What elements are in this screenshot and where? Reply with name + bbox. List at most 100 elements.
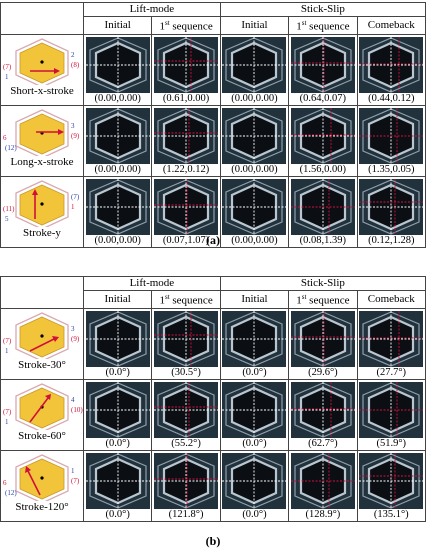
displacement-value: (55.2°)	[171, 437, 201, 449]
displacement-value: (1.22,0.12)	[162, 163, 210, 175]
caption-a: (a)	[206, 233, 220, 247]
micrograph-cell: (121.8°)	[151, 449, 221, 522]
displacement-value: (0.0°)	[242, 366, 267, 378]
initial-header: Initial	[82, 16, 153, 35]
displacement-value: (0.0°)	[242, 508, 267, 520]
initial-header: Initial	[219, 290, 290, 309]
micrograph-cell: (0.00,0.00)	[82, 33, 153, 106]
vertex-number: (7)	[71, 192, 80, 201]
micrograph-image	[85, 381, 150, 438]
stroke-diagram-cell: 6 (12) 1 (7) Stroke-120°	[0, 449, 84, 522]
micrograph-image	[85, 310, 150, 367]
micrograph-image	[222, 36, 287, 93]
vertex-number: (11)	[3, 204, 15, 213]
micrograph-image	[222, 381, 287, 438]
micrograph-cell: (51.9°)	[356, 378, 426, 451]
displacement-value: (0.00,0.00)	[94, 92, 141, 104]
panel-b: Lift-mode Stick-Slip Initial 1st sequenc…	[0, 276, 426, 522]
micrograph-cell: (135.1°)	[356, 449, 426, 522]
vertex-number: 1	[71, 202, 75, 211]
initial-header: Initial	[82, 290, 153, 309]
vertex-number: (8)	[71, 60, 80, 69]
micrograph-cell: (0.0°)	[219, 378, 290, 451]
micrograph-image	[154, 381, 219, 438]
vertex-number: (7)	[71, 476, 80, 485]
micrograph-cell: (0.08,1.39)	[288, 175, 358, 248]
hexagon-diagram: 6 (12) 3 (9)	[1, 106, 83, 159]
micrograph-cell: (0.00,0.00)	[82, 175, 153, 248]
micrograph-image	[154, 178, 219, 235]
hexagon-diagram: (7) 1 2 (8)	[1, 35, 83, 88]
caption-b: (b)	[205, 534, 221, 548]
micrograph-image	[359, 107, 424, 164]
vertex-number: 6	[3, 478, 7, 487]
displacement-value: (1.56,0.00)	[299, 163, 347, 175]
vertex-number: 6	[3, 133, 7, 142]
micrograph-cell: (0.64,0.07)	[288, 33, 358, 106]
micrograph-cell: (30.5°)	[151, 307, 221, 380]
hexagon-diagram: 6 (12) 1 (7)	[1, 451, 83, 504]
displacement-value: (0.12,1.28)	[368, 234, 415, 246]
micrograph-image	[222, 310, 287, 367]
vertex-number: 2	[71, 50, 75, 59]
vertex-number: (9)	[71, 131, 80, 140]
micrograph-image	[85, 36, 150, 93]
micrograph-cell: (0.0°)	[219, 449, 290, 522]
micrograph-cell: (0.0°)	[219, 307, 290, 380]
initial-header: Initial	[219, 16, 290, 35]
displacement-value: (0.0°)	[105, 508, 130, 520]
micrograph-image	[290, 178, 355, 235]
vertex-number: 1	[5, 346, 9, 355]
stick-slip-header: Stick-Slip	[219, 2, 426, 17]
displacement-value: (62.7°)	[308, 437, 338, 449]
displacement-value: (51.9°)	[376, 437, 407, 449]
first-sequence-header: 1st sequence	[288, 290, 358, 309]
micrograph-image	[359, 452, 424, 509]
displacement-value: (0.0°)	[105, 437, 130, 449]
lift-mode-header: Lift-mode	[83, 2, 221, 17]
displacement-value: (0.44,0.12)	[368, 92, 415, 104]
micrograph-cell: (0.0°)	[82, 449, 153, 522]
displacement-value: (0.07,1.07)	[162, 234, 210, 246]
micrograph-cell: (0.00,0.00)	[82, 104, 153, 177]
displacement-value: (0.00,0.00)	[94, 163, 141, 175]
table-row: 6 (12) 3 (9) Long-x-stroke (0.00,0.00) (1.22,0…	[0, 104, 426, 177]
panel-b-table: Lift-mode Stick-Slip Initial 1st sequenc…	[0, 276, 426, 522]
stroke-diagram-cell: 6 (12) 3 (9) Long-x-stroke	[0, 104, 84, 177]
hexagon-diagram: (11) 5 (7) 1	[1, 177, 83, 230]
comeback-header: Comeback	[356, 290, 426, 309]
displacement-value: (0.00,0.00)	[231, 92, 278, 104]
micrograph-image	[290, 107, 355, 164]
micrograph-image	[290, 310, 355, 367]
vertex-number: (10)	[71, 405, 83, 414]
displacement-value: (0.64,0.07)	[299, 92, 347, 104]
micrograph-image	[290, 381, 355, 438]
micrograph-image	[154, 452, 219, 509]
panel-a: Lift-mode Stick-Slip Initial 1st sequenc…	[0, 2, 426, 248]
micrograph-image	[290, 36, 355, 93]
vertex-number: (12)	[5, 488, 17, 497]
displacement-value: (0.0°)	[242, 437, 267, 449]
displacement-value: (0.61,0.00)	[162, 92, 210, 104]
micrograph-image	[222, 107, 287, 164]
micrograph-cell: (27.7°)	[356, 307, 426, 380]
micrograph-cell: (0.00,0.00)	[219, 33, 290, 106]
micrograph-cell: (1.56,0.00)	[288, 104, 358, 177]
vertex-number: 1	[71, 466, 75, 475]
micrograph-cell: (0.00,0.00)	[219, 175, 290, 248]
micrograph-image	[222, 452, 287, 509]
vertex-number: 3	[71, 324, 75, 333]
micrograph-cell: (29.6°)	[288, 307, 358, 380]
micrograph-image	[290, 452, 355, 509]
lift-mode-header: Lift-mode	[83, 276, 221, 291]
micrograph-cell: (55.2°)	[151, 378, 221, 451]
vertex-number: 3	[71, 121, 75, 130]
vertex-number: (7)	[3, 62, 12, 71]
displacement-value: (135.1°)	[373, 508, 409, 520]
micrograph-image	[154, 107, 219, 164]
stroke-label: Stroke-60°	[18, 429, 66, 442]
micrograph-image	[85, 452, 150, 509]
displacement-value: (0.00,0.00)	[94, 234, 141, 246]
displacement-value: (1.35,0.05)	[368, 163, 415, 175]
vertex-number: (12)	[5, 143, 17, 152]
